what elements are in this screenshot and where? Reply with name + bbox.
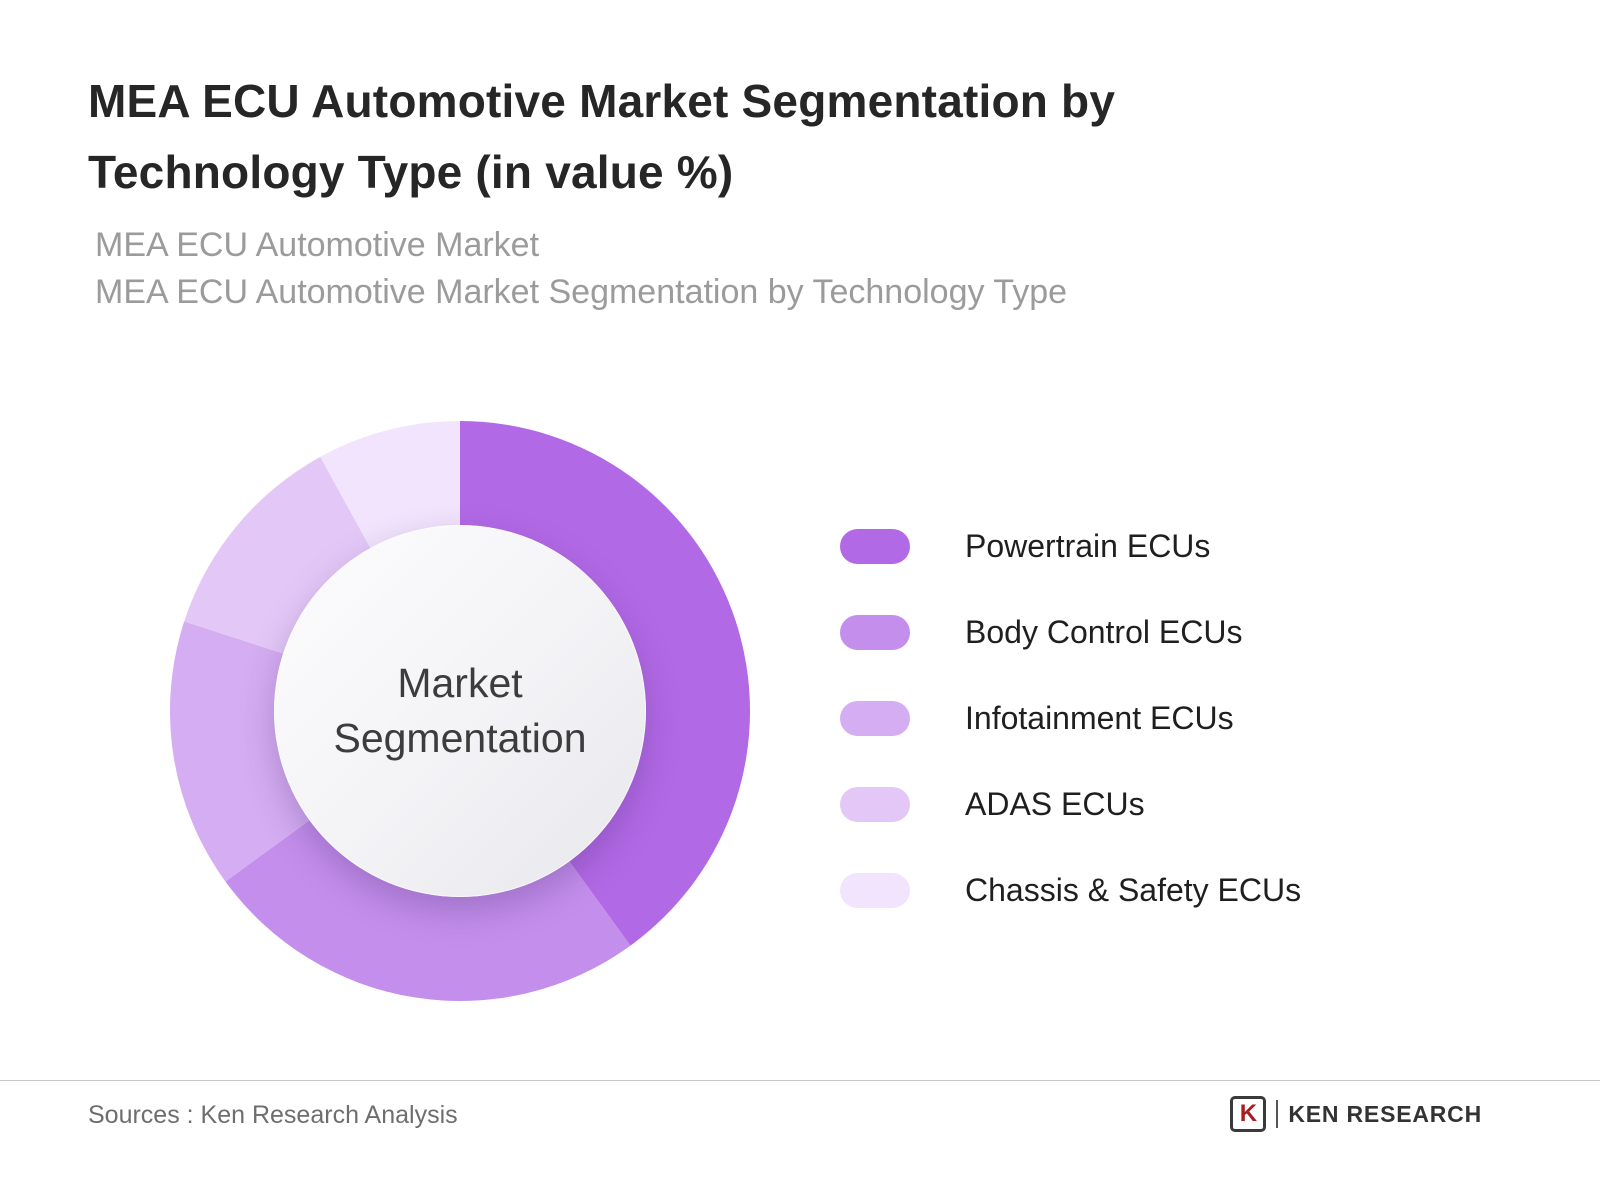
legend-item: Body Control ECUs	[840, 614, 1301, 651]
legend-label: Chassis & Safety ECUs	[965, 872, 1302, 908]
legend-swatch	[840, 529, 910, 564]
legend-label: Body Control ECUs	[965, 614, 1243, 650]
chart-legend: Powertrain ECUs Body Control ECUs Infota…	[840, 528, 1301, 958]
ken-research-logo-icon: K	[1230, 1096, 1267, 1132]
donut-center: Market Segmentation	[274, 525, 646, 897]
donut-chart: Market Segmentation	[170, 421, 750, 1001]
legend-item: Powertrain ECUs	[840, 528, 1301, 565]
legend-label: Infotainment ECUs	[965, 700, 1234, 736]
subtitle-line-2: MEA ECU Automotive Market Segmentation b…	[95, 272, 1068, 311]
brand-name: KEN RESEARCH	[1288, 1100, 1482, 1127]
legend-swatch	[840, 615, 910, 650]
legend-label: ADAS ECUs	[965, 786, 1145, 822]
legend-swatch	[840, 787, 910, 822]
chart-subtitle: MEA ECU Automotive Market MEA ECU Automo…	[95, 222, 1067, 316]
page-title: MEA ECU Automotive Market Segmentation b…	[88, 75, 1116, 199]
brand-separator	[1276, 1100, 1279, 1128]
legend-item: Chassis & Safety ECUs	[840, 872, 1301, 909]
legend-item: Infotainment ECUs	[840, 700, 1301, 737]
sources-note: Sources : Ken Research Analysis	[88, 1101, 458, 1129]
legend-label: Powertrain ECUs	[965, 528, 1211, 564]
donut-center-label: Market Segmentation	[333, 659, 587, 761]
legend-swatch	[840, 701, 910, 736]
subtitle-line-1: MEA ECU Automotive Market	[95, 226, 540, 264]
legend-swatch	[840, 873, 910, 908]
brand-logo: K KEN RESEARCH	[1230, 1096, 1482, 1132]
legend-item: ADAS ECUs	[840, 786, 1301, 823]
footer-divider	[0, 1080, 1600, 1081]
